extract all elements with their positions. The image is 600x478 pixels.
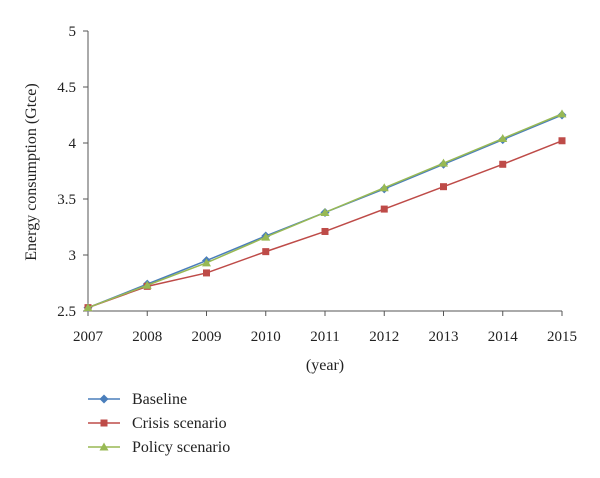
x-tick-label: 2009 (192, 329, 222, 345)
data-point (320, 207, 330, 216)
y-axis-label: Energy consumption (Gtce) (23, 83, 40, 260)
data-point (558, 137, 566, 145)
data-point (440, 183, 447, 191)
data-point (499, 160, 507, 168)
y-tick-labels: 2.5 3 3.5 4 4.5 5 (57, 24, 76, 320)
legend: Baseline Crisis scenario Policy scenario (88, 391, 230, 456)
x-tick-label: 2012 (369, 329, 399, 345)
data-point (439, 158, 448, 167)
legend-label: Crisis scenario (132, 415, 227, 432)
x-tick-label: 2008 (132, 329, 162, 345)
axes (83, 30, 563, 316)
y-tick-label: 4 (69, 136, 77, 152)
x-tick-label: 2010 (251, 329, 281, 345)
data-point (380, 205, 388, 213)
data-point (498, 134, 508, 143)
data-point (557, 109, 567, 118)
data-point (83, 303, 93, 312)
legend-marker (100, 419, 108, 427)
x-tick-labels: 2007 2008 2009 2010 2011 2012 2013 2014 2015 (73, 329, 577, 345)
legend-marker (99, 394, 109, 404)
y-tick-label: 4.5 (57, 80, 76, 96)
series-policy-scenario (83, 109, 567, 312)
x-tick-label: 2014 (488, 329, 519, 345)
data-point (321, 227, 329, 235)
legend-item: Baseline (88, 391, 187, 408)
data-point (142, 280, 152, 289)
x-tick-label: 2007 (73, 329, 104, 345)
series-line (87, 140, 563, 309)
x-tick-label: 2015 (547, 329, 577, 345)
data-point (203, 269, 210, 277)
series-lines (83, 109, 567, 313)
y-tick-label: 3 (69, 248, 77, 264)
x-tick-label: 2013 (429, 329, 459, 345)
x-axis-label: (year) (306, 357, 344, 374)
y-tick-label: 3.5 (57, 192, 76, 208)
x-tick-label: 2011 (310, 329, 339, 345)
data-point (202, 258, 211, 267)
y-tick-label: 5 (69, 24, 77, 40)
data-point (262, 248, 270, 256)
y-tick-label: 2.5 (57, 304, 76, 320)
legend-marker (99, 442, 109, 451)
series-crisis-scenario (84, 137, 566, 312)
data-point (379, 183, 389, 192)
legend-item: Crisis scenario (88, 415, 227, 432)
legend-label: Policy scenario (132, 439, 230, 456)
legend-item: Policy scenario (88, 439, 230, 456)
data-point (261, 232, 271, 241)
legend-label: Baseline (132, 391, 187, 408)
